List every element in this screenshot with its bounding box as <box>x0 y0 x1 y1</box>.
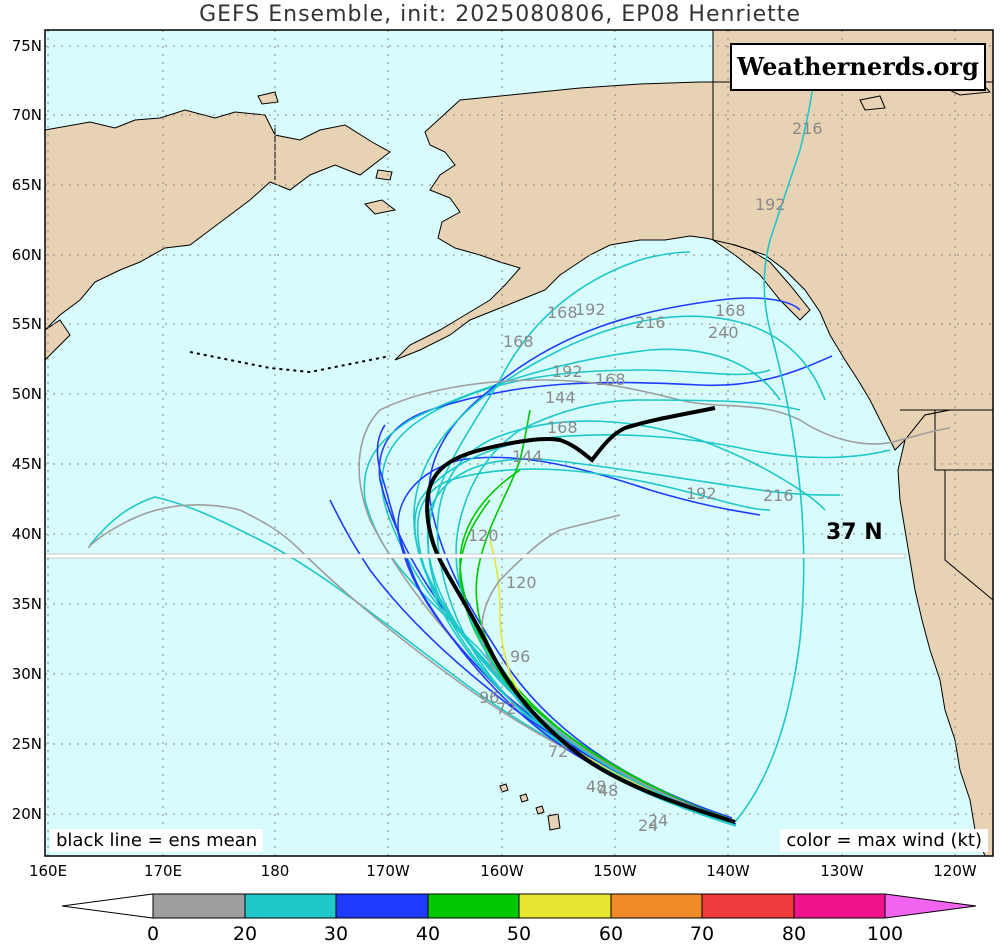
ensemble-mean-note: black line = ens mean <box>50 829 264 852</box>
hour-label: 96 <box>479 688 499 707</box>
border-lines <box>274 82 993 601</box>
land-alaska <box>394 81 811 361</box>
hour-label: 168 <box>715 301 746 320</box>
track-member <box>481 514 731 821</box>
land-siberia <box>45 109 391 331</box>
lon-label: 120W <box>933 862 977 880</box>
land-hawaii <box>499 783 561 831</box>
colorbar-low-arrow <box>61 893 154 919</box>
latitude-axis: 75N 70N 65N 60N 55N 50N 45N 40N 35N 30N … <box>12 37 42 823</box>
lat-label: 35N <box>12 595 42 613</box>
hour-label: 24 <box>638 816 658 835</box>
colorbar-swatch <box>427 893 520 919</box>
colorbar-tick: 40 <box>416 923 440 944</box>
colorbar-swatch <box>244 893 337 919</box>
colorbar-swatch <box>518 893 612 919</box>
colorbar-tick: 60 <box>599 923 623 944</box>
lon-label: 160E <box>29 862 67 880</box>
colorbar-tick: 100 <box>867 923 903 944</box>
colorbar-swatch <box>701 893 795 919</box>
lat-label: 50N <box>12 385 42 403</box>
lon-label: 170E <box>144 862 182 880</box>
hour-label: 48 <box>586 777 606 796</box>
lon-label: 170W <box>366 862 410 880</box>
lat-label: 20N <box>12 805 42 823</box>
track-member <box>459 469 731 821</box>
track-member <box>381 369 771 826</box>
colorbar-swatch <box>610 893 703 919</box>
colorbar-ticks: 0 20 30 40 50 60 70 80 100 <box>147 923 903 944</box>
hour-label: 72 <box>496 699 516 718</box>
hour-label: 48 <box>598 781 618 800</box>
hour-label: 240 <box>708 323 739 342</box>
lon-label: 130W <box>820 862 864 880</box>
lon-label: 160W <box>480 862 524 880</box>
aleutian-islands <box>189 351 391 374</box>
forecast-hour-labels: 216 192 168 192 216 240 168 168 192 168 … <box>468 119 823 835</box>
hour-label: 192 <box>755 195 786 214</box>
lat-label: 40N <box>12 525 42 543</box>
track-member <box>475 409 729 819</box>
land-usa <box>897 409 993 856</box>
chart-title: GEFS Ensemble, init: 2025080806, EP08 He… <box>199 2 801 27</box>
latitude-reference-line <box>45 553 906 559</box>
hour-label: 120 <box>506 573 537 592</box>
hour-label: 168 <box>595 370 626 389</box>
lat-label: 30N <box>12 665 42 683</box>
lon-label: 180 <box>261 862 290 880</box>
colorbar-tick: 70 <box>690 923 714 944</box>
colorbar-tick: 30 <box>324 923 348 944</box>
hour-label: 96 <box>510 647 530 666</box>
hour-label: 216 <box>763 486 794 505</box>
lon-label: 150W <box>593 862 637 880</box>
track-member <box>428 297 801 819</box>
colorbar-tick: 0 <box>147 923 159 944</box>
reference-line-label: 37 N <box>826 520 883 545</box>
colorbar-tick: 80 <box>782 923 806 944</box>
hour-label: 216 <box>635 313 666 332</box>
track-member <box>436 420 826 827</box>
lat-label: 75N <box>12 37 42 55</box>
hour-label: 24 <box>648 811 668 830</box>
colorbar-tick: 50 <box>507 923 531 944</box>
lat-label: 45N <box>12 455 42 473</box>
hour-label: 168 <box>547 303 578 322</box>
hour-label: 120 <box>468 526 499 545</box>
colorbar-tick: 20 <box>233 923 257 944</box>
longitude-axis: 160E 170E 180 170W 160W 150W 140W 130W 1… <box>29 862 977 880</box>
hour-label: 216 <box>792 119 823 138</box>
hour-label: 192 <box>686 484 717 503</box>
lat-label: 70N <box>12 106 42 124</box>
wind-color-note: color = max wind (kt) <box>780 829 988 852</box>
lat-label: 60N <box>12 246 42 264</box>
hour-label: 144 <box>512 447 543 466</box>
watermark-logo: Weathernerds.org <box>730 43 986 91</box>
plot-frame <box>44 29 994 857</box>
hour-label: 72 <box>548 742 568 761</box>
lat-label: 25N <box>12 735 42 753</box>
hour-label: 192 <box>552 362 583 381</box>
colorbar-swatch <box>793 893 886 919</box>
hour-label: 144 <box>545 388 576 407</box>
ensemble-mean-track <box>425 406 736 824</box>
hour-label: 192 <box>575 300 606 319</box>
hour-label: 168 <box>503 332 534 351</box>
lat-label: 55N <box>12 315 42 333</box>
wind-colorbar <box>61 893 977 919</box>
colorbar-swatch <box>152 893 246 919</box>
land-islands-north <box>257 71 992 215</box>
colorbar-high-arrow <box>884 893 977 919</box>
lon-label: 140W <box>706 862 750 880</box>
colorbar-swatch <box>335 893 429 919</box>
lat-label: 65N <box>12 176 42 194</box>
land-kamchatka-tip <box>45 319 71 361</box>
hour-label: 168 <box>547 418 578 437</box>
track-member <box>734 49 818 823</box>
